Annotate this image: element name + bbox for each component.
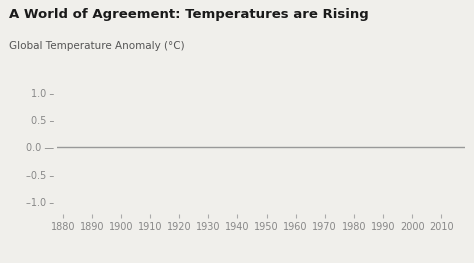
- Text: A World of Agreement: Temperatures are Rising: A World of Agreement: Temperatures are R…: [9, 8, 369, 21]
- Text: Global Temperature Anomaly (°C): Global Temperature Anomaly (°C): [9, 41, 185, 51]
